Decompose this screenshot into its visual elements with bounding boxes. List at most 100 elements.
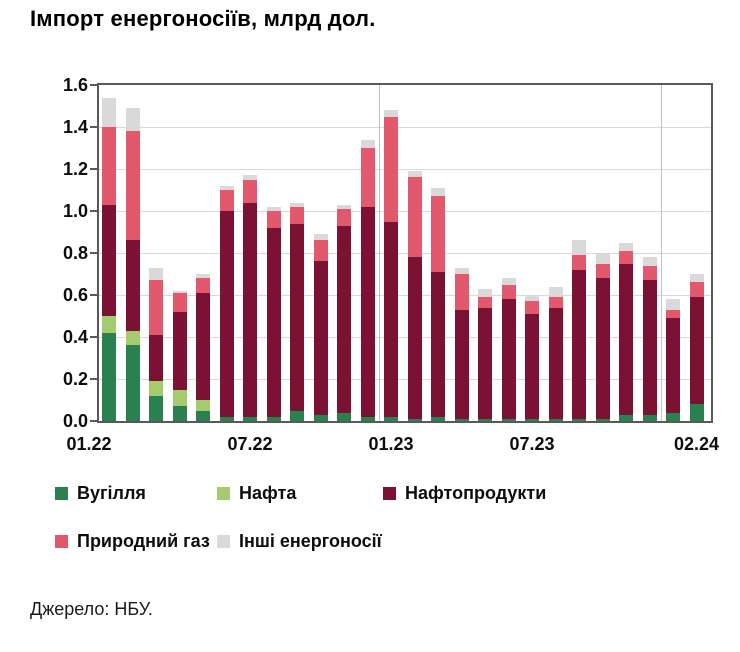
year-separator-line bbox=[661, 85, 663, 421]
bar-segment-other-06.22 bbox=[219, 185, 234, 190]
source-note: Джерело: НБУ. bbox=[30, 599, 153, 619]
legend-item-other: Інші енергоносії bbox=[217, 531, 382, 552]
y-tick bbox=[90, 294, 97, 296]
bar-segment-other-09.22 bbox=[290, 202, 304, 207]
legend-label: Інші енергоносії bbox=[239, 531, 382, 551]
bar-segment-products-05.22 bbox=[196, 292, 210, 400]
bar-segment-coal-03.23 bbox=[431, 416, 445, 421]
bar-segment-products-08.23 bbox=[548, 307, 563, 419]
bar-segment-coal-11.22 bbox=[337, 412, 351, 421]
x-axis-label: 01.22 bbox=[66, 434, 112, 454]
bar-segment-coal-07.22 bbox=[243, 416, 257, 421]
bar-segment-products-01.22 bbox=[102, 204, 116, 316]
bar-segment-other-02.24 bbox=[689, 274, 704, 283]
bar-segment-coal-09.23 bbox=[572, 418, 586, 421]
bar-segment-gas-08.23 bbox=[548, 297, 563, 308]
bar-segment-gas-10.23 bbox=[595, 263, 610, 279]
bar-segment-coal-09.22 bbox=[290, 410, 304, 421]
y-tick bbox=[90, 336, 97, 338]
y-tick bbox=[90, 378, 97, 380]
bar-segment-products-07.22 bbox=[243, 202, 257, 417]
bar-segment-products-07.23 bbox=[525, 313, 539, 419]
y-axis-label: 0.0 bbox=[62, 411, 88, 431]
bar-segment-coal-10.22 bbox=[313, 414, 328, 421]
y-tick bbox=[90, 168, 97, 170]
bar-segment-other-01.24 bbox=[666, 299, 680, 310]
legend-item-oil: Нафта bbox=[217, 483, 296, 504]
legend-swatch-coal bbox=[55, 487, 68, 500]
bar-segment-other-07.23 bbox=[525, 295, 539, 302]
bar-segment-coal-04.23 bbox=[454, 418, 469, 421]
y-tick bbox=[90, 210, 97, 212]
bar-segment-coal-05.23 bbox=[478, 418, 492, 421]
bar-segment-products-12.22 bbox=[360, 206, 375, 417]
legend-swatch-gas bbox=[55, 535, 68, 548]
legend-swatch-products bbox=[383, 487, 396, 500]
bar-segment-gas-02.22 bbox=[125, 131, 140, 241]
legend-item-coal: Вугілля bbox=[55, 483, 146, 504]
bar-segment-oil-04.22 bbox=[172, 389, 187, 407]
y-axis-label: 1.4 bbox=[62, 117, 88, 137]
bar-segment-coal-03.22 bbox=[149, 395, 163, 421]
bar-segment-coal-06.22 bbox=[219, 416, 234, 421]
bar-segment-products-04.23 bbox=[454, 309, 469, 419]
bar-segment-other-01.22 bbox=[102, 97, 116, 127]
bar-segment-gas-05.23 bbox=[478, 297, 492, 308]
bar-segment-products-05.23 bbox=[478, 307, 492, 419]
bar-segment-coal-06.23 bbox=[501, 418, 516, 421]
bar-segment-products-10.23 bbox=[595, 278, 610, 419]
bar-segment-oil-03.22 bbox=[149, 381, 163, 396]
bar-segment-products-01.24 bbox=[666, 318, 680, 413]
legend-swatch-other bbox=[217, 535, 230, 548]
bar-segment-products-09.22 bbox=[290, 223, 304, 411]
bar-segment-products-09.23 bbox=[572, 269, 586, 419]
y-tick bbox=[90, 84, 97, 86]
bar-segment-gas-06.23 bbox=[501, 284, 516, 300]
bar-segment-oil-02.22 bbox=[125, 330, 140, 346]
bar-segment-products-08.22 bbox=[266, 227, 281, 417]
bar-segment-products-03.23 bbox=[431, 271, 445, 417]
bar-segment-products-06.23 bbox=[501, 299, 516, 419]
bar-segment-oil-05.22 bbox=[196, 400, 210, 411]
bar-segment-other-07.22 bbox=[243, 175, 257, 180]
legend-swatch-oil bbox=[217, 487, 230, 500]
bar-segment-other-05.22 bbox=[196, 274, 210, 279]
x-axis-label: 01.23 bbox=[368, 434, 414, 454]
bar-segment-gas-04.23 bbox=[454, 274, 469, 310]
bar-segment-gas-11.23 bbox=[619, 250, 633, 264]
bar-segment-products-03.22 bbox=[149, 334, 163, 382]
bar-segment-products-12.23 bbox=[642, 280, 657, 415]
bar-segment-coal-07.23 bbox=[525, 418, 539, 421]
year-separator-line bbox=[379, 85, 381, 421]
x-axis-label: 02.24 bbox=[673, 434, 720, 454]
bar-segment-gas-02.23 bbox=[407, 177, 422, 258]
bar-segment-coal-05.22 bbox=[196, 410, 210, 421]
grid-line bbox=[99, 126, 711, 128]
bar-segment-products-11.22 bbox=[337, 225, 351, 413]
legend-label: Природний газ bbox=[77, 531, 210, 551]
bar-segment-products-01.23 bbox=[384, 221, 398, 417]
legend-label: Нафта bbox=[239, 483, 297, 503]
bar-segment-gas-03.23 bbox=[431, 196, 445, 272]
bar-segment-products-10.22 bbox=[313, 261, 328, 415]
y-tick bbox=[90, 126, 97, 128]
legend-label: Вугілля bbox=[77, 483, 146, 503]
legend-label: Нафтопродукти bbox=[405, 483, 547, 503]
grid-line bbox=[99, 294, 711, 296]
y-axis-label: 1.0 bbox=[62, 201, 88, 221]
grid-line bbox=[99, 252, 711, 254]
bar-segment-gas-03.22 bbox=[149, 280, 163, 335]
bar-segment-other-04.23 bbox=[454, 267, 469, 274]
y-axis-label: 0.8 bbox=[62, 243, 88, 263]
y-axis-label: 1.2 bbox=[62, 159, 88, 179]
bar-segment-other-03.23 bbox=[431, 187, 445, 197]
y-axis-label: 0.4 bbox=[62, 327, 88, 347]
bar-segment-other-01.23 bbox=[384, 110, 398, 117]
bar-segment-other-12.22 bbox=[360, 139, 375, 148]
bar-segment-gas-11.22 bbox=[337, 208, 351, 226]
grid-line bbox=[99, 210, 711, 212]
bar-segment-gas-05.22 bbox=[196, 278, 210, 293]
bar-segment-products-11.23 bbox=[619, 263, 633, 415]
bar-segment-gas-07.23 bbox=[525, 301, 539, 314]
bar-segment-other-02.23 bbox=[407, 171, 422, 178]
